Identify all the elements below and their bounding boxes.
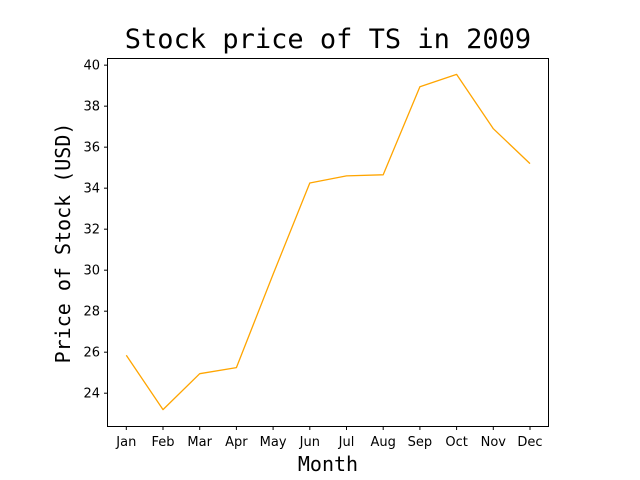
y-tick-label: 26 xyxy=(83,346,100,361)
x-tick-label: Apr xyxy=(225,435,248,450)
data-point-sep xyxy=(418,85,422,89)
x-tick-label: Aug xyxy=(371,435,396,450)
x-tick-label: Jul xyxy=(338,435,355,450)
x-axis-label: Month xyxy=(298,452,358,476)
data-point-nov xyxy=(491,127,495,131)
data-point-apr xyxy=(234,366,238,370)
x-tick-label: Jun xyxy=(299,435,320,450)
x-tick-label: Jan xyxy=(115,435,136,450)
x-tick-label: May xyxy=(260,435,287,450)
x-tick-label: Nov xyxy=(481,435,507,450)
series-line xyxy=(125,73,531,411)
x-tick-label: Dec xyxy=(517,435,542,450)
y-tick-label: 28 xyxy=(83,305,100,320)
data-point-dec xyxy=(528,162,532,166)
x-tick-label: Feb xyxy=(151,435,174,450)
x-tick-label: Mar xyxy=(187,435,212,450)
y-axis-label: Price of Stock (USD) xyxy=(51,123,75,364)
x-axis: Jan Feb Mar Apr May Jun Jul Aug Sep Oct Nov Dec xyxy=(115,426,543,450)
data-point-jun xyxy=(308,181,312,185)
y-tick-label: 24 xyxy=(83,387,100,402)
y-tick-label: 34 xyxy=(83,182,100,197)
chart-title: Stock price of TS in 2009 xyxy=(125,24,531,55)
data-point-feb xyxy=(161,408,165,412)
y-tick-label: 38 xyxy=(83,100,100,115)
series-layer xyxy=(124,72,532,412)
y-tick-label: 30 xyxy=(83,264,100,279)
x-tick-label: Oct xyxy=(445,435,467,450)
plot-area-frame xyxy=(107,58,549,427)
data-point-aug xyxy=(381,173,385,177)
y-tick-label: 36 xyxy=(83,141,100,156)
y-axis: 24 26 28 30 32 34 36 38 40 xyxy=(83,59,108,402)
x-tick-label: Sep xyxy=(408,435,433,450)
data-point-mar xyxy=(198,372,202,376)
y-tick-label: 40 xyxy=(83,59,100,74)
data-point-may xyxy=(271,272,275,276)
data-point-jan xyxy=(124,353,128,357)
y-tick-label: 32 xyxy=(83,223,100,238)
data-point-oct xyxy=(455,72,459,76)
data-point-jul xyxy=(345,174,349,178)
